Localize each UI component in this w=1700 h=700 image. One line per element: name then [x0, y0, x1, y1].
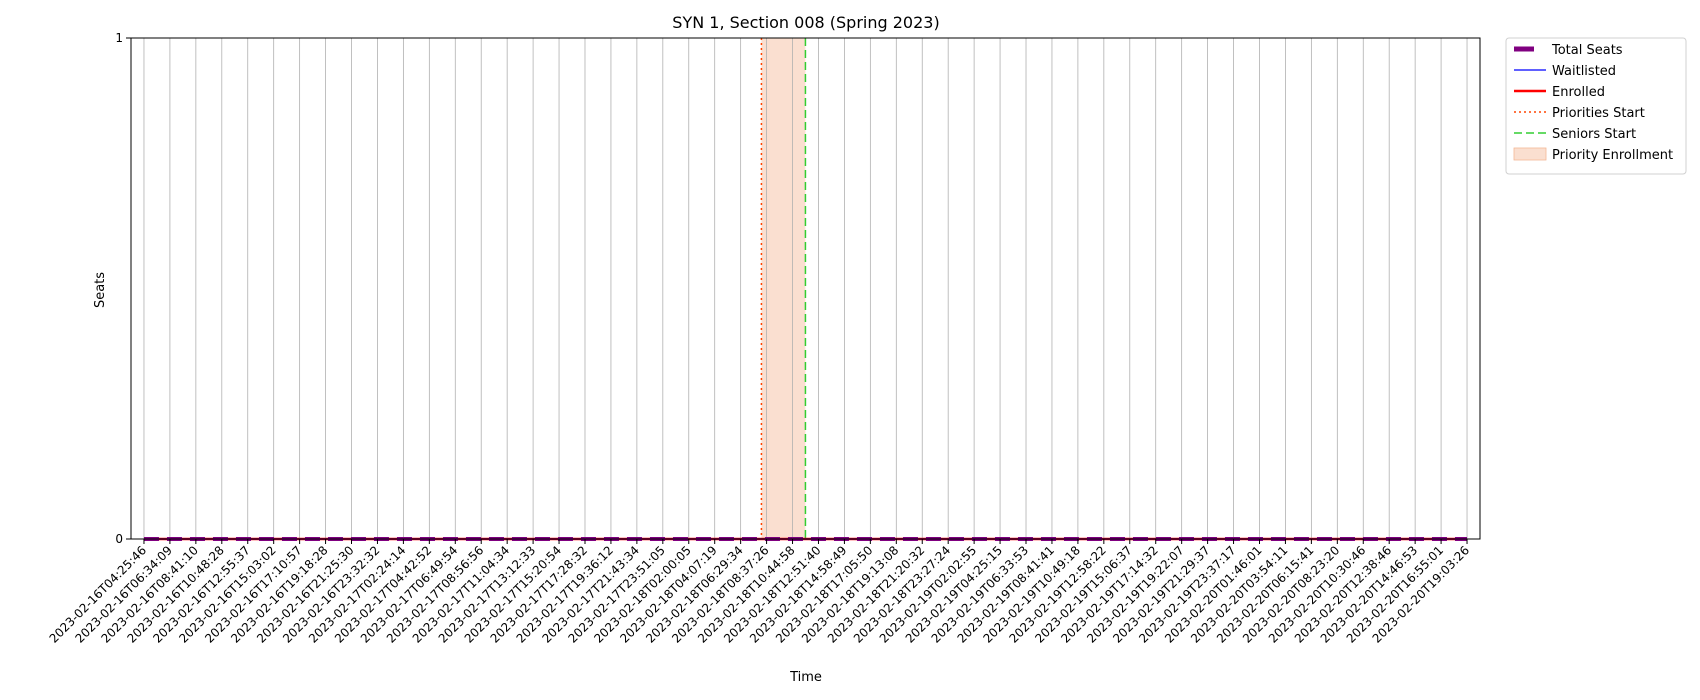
plot-area: 012023-02-16T04:25:462023-02-16T06:34:09…: [47, 31, 1481, 646]
legend-swatch: [1513, 147, 1547, 161]
plot-background: [131, 38, 1480, 539]
priority-enrollment-span: [761, 38, 806, 539]
chart-title: SYN 1, Section 008 (Spring 2023): [672, 13, 939, 32]
plot-frame: [130, 37, 1481, 540]
x-axis-label: Time: [789, 670, 822, 685]
legend-frame: [1505, 37, 1687, 175]
legend-label: Enrolled: [1552, 85, 1605, 100]
legend-label: Waitlisted: [1552, 64, 1616, 79]
y-tick-label: 0: [115, 532, 123, 546]
y-axis-label: Seats: [93, 272, 108, 308]
legend-label: Priorities Start: [1552, 106, 1645, 121]
legend-label: Total Seats: [1551, 43, 1623, 58]
y-tick-label: 1: [115, 31, 123, 45]
legend: Total Seats Waitlisted Enrolled Priorities …: [1505, 37, 1687, 175]
legend-label: Priority Enrollment: [1552, 148, 1673, 163]
legend-label: Seniors Start: [1552, 127, 1636, 142]
